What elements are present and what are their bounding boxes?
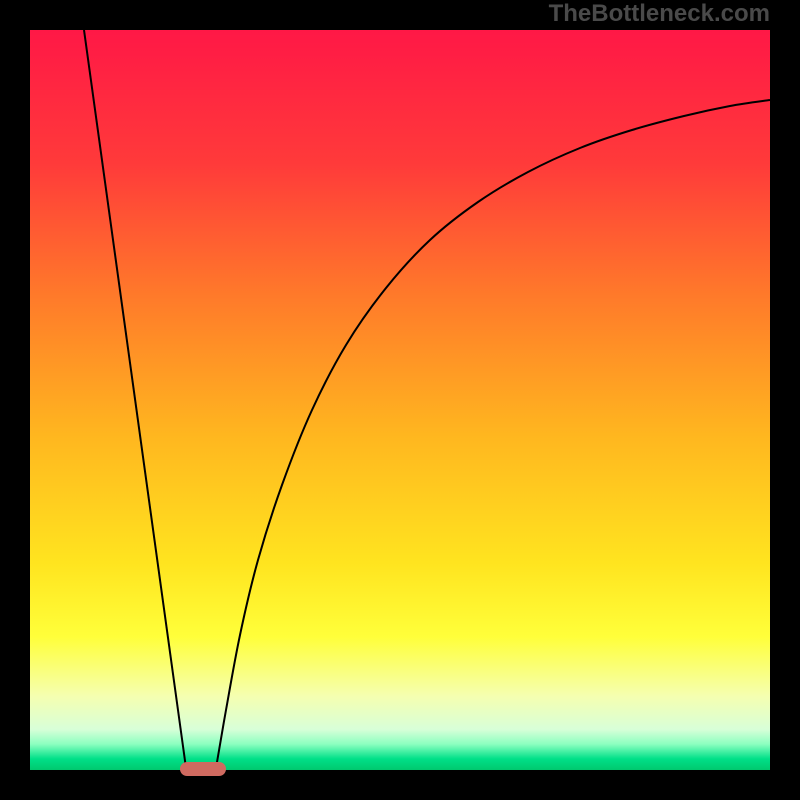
curve-left-segment [84, 30, 186, 768]
watermark-text: TheBottleneck.com [549, 0, 770, 28]
curve-right-segment [216, 100, 770, 768]
chart-curve-layer [30, 30, 770, 770]
notch-marker [180, 762, 226, 776]
chart-plot-area [30, 30, 770, 770]
